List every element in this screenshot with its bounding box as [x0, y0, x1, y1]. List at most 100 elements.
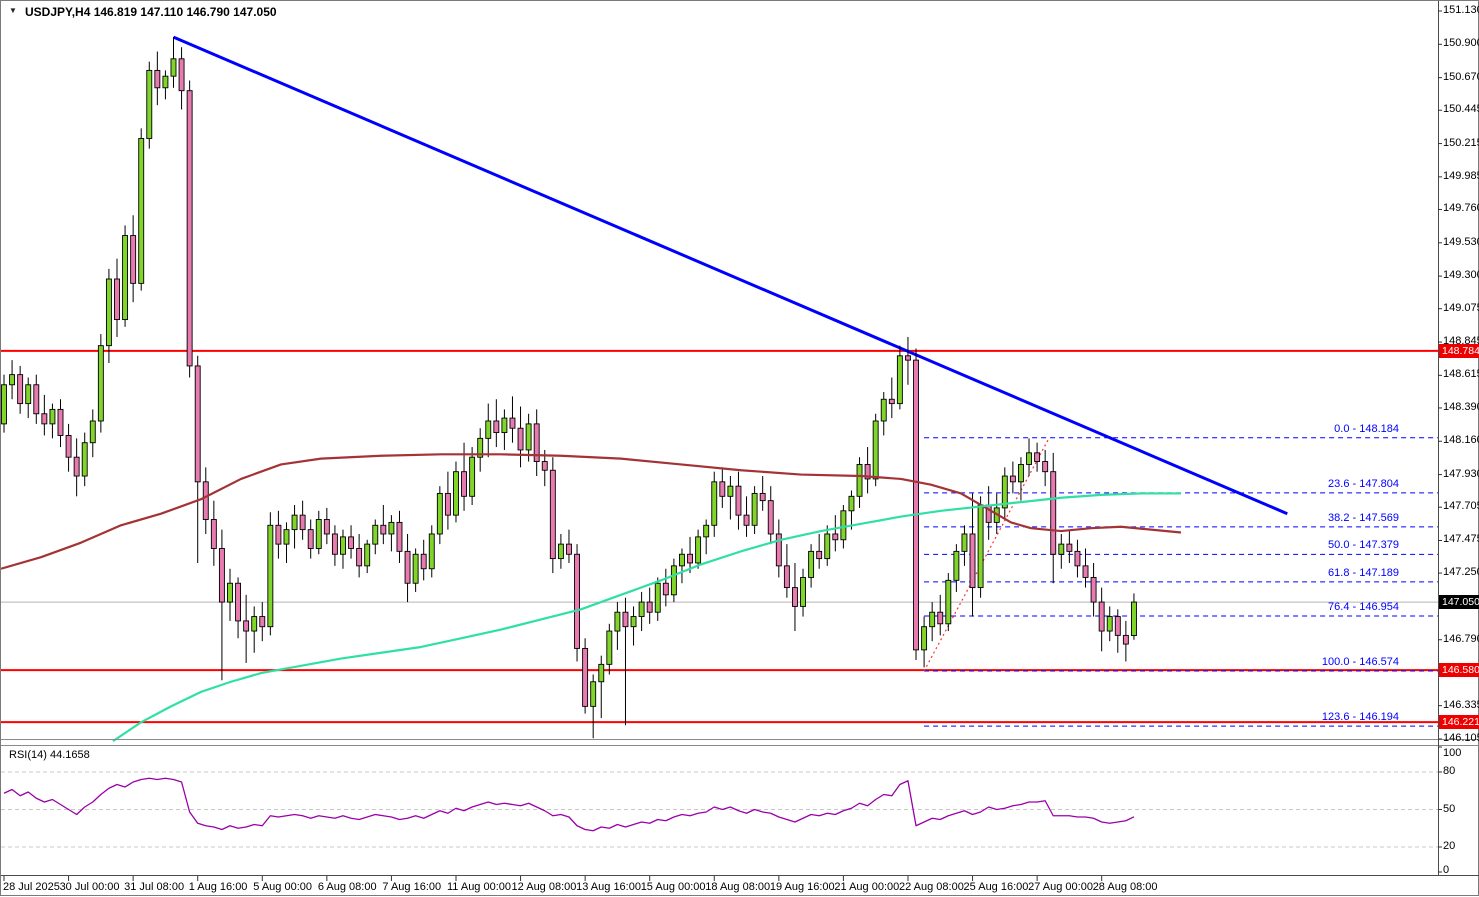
candle-bull [105, 278, 112, 347]
candle-bear [259, 616, 266, 628]
candle-bull [711, 481, 718, 526]
candle-bull [670, 565, 677, 596]
rsi-line [3, 777, 1135, 832]
rsi-label: RSI(14) 44.1658 [9, 749, 90, 761]
candle-bull [364, 543, 371, 567]
candle-bear [243, 620, 250, 632]
candle-bear [380, 524, 387, 535]
candle-bull [630, 616, 637, 628]
candle-bull [436, 492, 443, 535]
candle-bear [493, 420, 500, 434]
candle-bull [89, 420, 96, 444]
candle-bull [138, 138, 145, 284]
candle-bear [461, 471, 467, 497]
chevron-down-icon[interactable]: ▼ [9, 6, 17, 15]
candle-bear [154, 69, 161, 89]
candle-bear [566, 543, 572, 555]
candle-bear [396, 521, 403, 552]
candle-bull [122, 235, 129, 321]
candle-bear [235, 582, 242, 622]
candle-bull [49, 408, 56, 425]
ma-slow-line[interactable] [1, 453, 1182, 570]
candle-bear [864, 463, 871, 480]
candle-bull [872, 420, 879, 480]
trendline[interactable] [172, 35, 1288, 516]
candle-bear [356, 548, 363, 567]
candle-bear [541, 461, 548, 471]
candle-bear [759, 492, 766, 502]
candle-bull [557, 543, 564, 560]
ma-fast-line[interactable] [112, 492, 1181, 743]
candle-bear [743, 514, 750, 526]
candle-bull [1017, 463, 1024, 483]
fib-diagonal-line[interactable] [923, 437, 1050, 672]
candle-bull [929, 611, 936, 628]
candle-bull [291, 514, 298, 531]
candle-bear [1122, 634, 1129, 645]
candle-bull [1058, 543, 1065, 555]
candle-bull [388, 521, 395, 535]
candle-bull [751, 492, 758, 526]
candle-bear [178, 58, 185, 92]
candle-bear [582, 647, 589, 707]
candle-bull [251, 616, 258, 632]
candle-bull [840, 510, 847, 541]
candle-bear [331, 533, 338, 555]
candle-bull [1, 384, 7, 425]
candle-bear [17, 374, 24, 405]
candle-bear [307, 529, 314, 549]
candle-bear [323, 519, 330, 535]
candle-bear [646, 601, 653, 613]
candle-bear [186, 90, 193, 367]
symbol-ohlc-title: USDJPY,H4 146.819 147.110 146.790 147.05… [25, 5, 277, 19]
candle-bear [509, 417, 516, 429]
candle-bull [162, 75, 169, 89]
candle-bull [1106, 616, 1113, 632]
candle-bull [25, 384, 32, 405]
candle-bull [1026, 452, 1032, 465]
candle-bull [614, 611, 621, 632]
candle-bear [1082, 565, 1089, 578]
candle-bear [1066, 543, 1073, 552]
candle-bear [194, 365, 201, 483]
candle-bull [598, 663, 605, 683]
candle-bear [299, 514, 306, 531]
candle-bull [97, 345, 104, 422]
candle-bull [477, 437, 484, 458]
candle-bear [888, 398, 895, 405]
candle-bear [275, 524, 282, 545]
candle-bull [340, 536, 346, 555]
candle-bull [315, 519, 322, 549]
candle-bull [606, 630, 613, 665]
candle-bear [1114, 616, 1121, 636]
candle-bear [444, 492, 451, 516]
candle-bear [114, 278, 120, 321]
candle-bear [420, 553, 427, 570]
candle-bull [953, 550, 960, 581]
candle-bear [549, 469, 556, 560]
candle-bear [783, 565, 790, 589]
candle-bull [703, 524, 710, 538]
candle-bear [1050, 471, 1057, 555]
candle-bear [735, 485, 742, 516]
candle-bear [73, 456, 80, 477]
candle-bear [41, 413, 48, 425]
candle-bull [453, 471, 459, 516]
candle-bear [65, 435, 72, 458]
candle-bull [501, 417, 508, 434]
candle-bull [880, 398, 887, 422]
candle-bear [404, 550, 411, 584]
candle-bear [937, 611, 944, 625]
candle-bear [33, 384, 40, 415]
candle-bull [267, 524, 274, 628]
candle-bull [921, 626, 928, 651]
candle-bear [210, 519, 217, 549]
candle-bull [1130, 601, 1137, 636]
candle-bull [283, 529, 290, 545]
candle-bear [1090, 576, 1097, 603]
candle-bear [905, 355, 911, 361]
candle-bull [654, 582, 661, 613]
candle-bear [574, 553, 580, 649]
